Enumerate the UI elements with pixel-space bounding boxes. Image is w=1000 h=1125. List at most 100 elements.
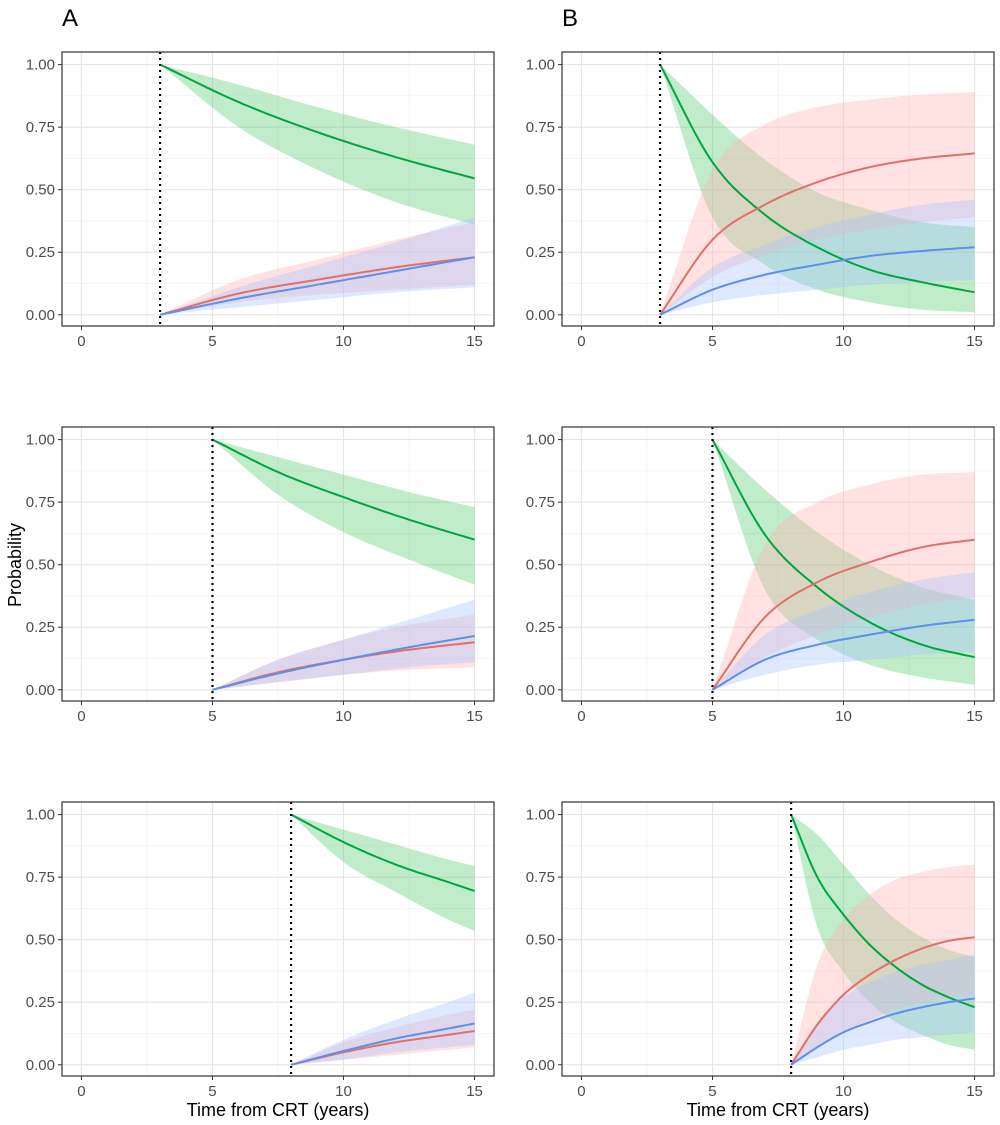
panel-b2-line-green <box>711 439 975 659</box>
panel-a2-y-tick-label: 0.25 <box>26 619 55 636</box>
panel-a2-data-layer <box>212 438 475 691</box>
panel-a3-band-green <box>291 814 475 931</box>
panel-b2-line-red <box>711 538 975 691</box>
panel-b3-x-tick-label: 0 <box>577 1083 585 1100</box>
panel-b2-x-tick-label: 10 <box>835 708 852 725</box>
x-axis-title-b: Time from CRT (years) <box>687 1100 870 1120</box>
panel-b2: 0 5 10 15 0.00 0.25 0.50 0.75 1.00 <box>526 426 995 725</box>
panel-b3-data-layer <box>790 814 975 1066</box>
panel-a2-band-red <box>212 614 475 690</box>
panel-b1-y-tick-label: 0.25 <box>526 244 555 261</box>
panel-a1-line-blue <box>159 256 475 316</box>
panel-a3-data-layer <box>290 813 475 1066</box>
panel-b1-line-green <box>659 64 975 294</box>
panel-a1: 0 5 10 15 0.00 0.25 0.50 0.75 1.00 <box>26 51 495 350</box>
panel-a1-line-red <box>159 256 475 316</box>
panel-a3-line-green <box>290 813 475 892</box>
panel-b1-border <box>561 51 995 327</box>
panel-a3-y-tick-label: 0.00 <box>26 1057 55 1074</box>
panel-b3-x-tick-label: 5 <box>708 1083 716 1100</box>
panel-b2-line-blue <box>711 618 975 691</box>
panel-a1-y-tick-label: 0.50 <box>26 182 55 199</box>
panel-b2-band-blue <box>712 572 975 690</box>
panel-a1-x-tick-label: 15 <box>466 333 483 350</box>
panel-a1-data-layer <box>159 63 475 316</box>
panel-b2-y-tick-label: 0.50 <box>526 557 555 574</box>
panel-b1-band-red <box>660 92 975 315</box>
panel-a2-y-tick-label: 0.00 <box>26 682 55 699</box>
panel-b1-y-tick-label: 0.75 <box>526 119 555 136</box>
panel-b1-x-tick-label: 0 <box>577 333 585 350</box>
column-label-b: B <box>562 5 578 32</box>
panel-a1-x-tick-label: 0 <box>77 333 85 350</box>
panel-a2-band-blue <box>212 599 475 690</box>
panel-a2-border <box>61 426 495 702</box>
panel-b1-y-tick-label: 0.00 <box>526 307 555 324</box>
panel-a3-y-tick-label: 0.50 <box>26 932 55 949</box>
panel-a1-y-tick-label: 0.25 <box>26 244 55 261</box>
panel-b1-line-blue <box>659 246 975 316</box>
panel-a3-y-tick-label: 0.75 <box>26 869 55 886</box>
panel-a1-y-tick-label: 1.00 <box>26 57 55 74</box>
panel-a1-band-blue <box>160 217 475 315</box>
panel-b1-line-red <box>659 152 975 316</box>
panel-a2-line-green <box>212 438 475 541</box>
panels-group: 0 5 10 15 0.00 0.25 0.50 0.75 1.00 0 5 10 15 0.00 0.25… <box>26 51 995 1100</box>
panel-b3-y-tick-label: 0.25 <box>526 994 555 1011</box>
panel-b3-y-tick-label: 0.00 <box>526 1057 555 1074</box>
panel-b3-y-tick-label: 0.50 <box>526 932 555 949</box>
panel-b1-x-tick-label: 15 <box>966 333 983 350</box>
panel-a2-x-tick-label: 10 <box>335 708 352 725</box>
panel-b3: 0 5 10 15 0.00 0.25 0.50 0.75 1.00 <box>526 801 995 1100</box>
panel-a3-border <box>61 801 495 1077</box>
panel-b2-band-green <box>712 439 975 685</box>
panel-a1-y-tick-label: 0.75 <box>26 119 55 136</box>
panel-b1-x-tick-label: 5 <box>708 333 716 350</box>
panel-a3-y-tick-label: 0.25 <box>26 994 55 1011</box>
panel-b1: 0 5 10 15 0.00 0.25 0.50 0.75 1.00 <box>526 51 995 350</box>
panel-a1-y-tick-label: 0.00 <box>26 307 55 324</box>
panel-a3-x-tick-label: 5 <box>208 1083 216 1100</box>
column-label-a: A <box>62 5 78 32</box>
panel-b3-x-tick-label: 10 <box>835 1083 852 1100</box>
panel-a2-y-tick-label: 1.00 <box>26 432 55 449</box>
panel-a3: 0 5 10 15 0.00 0.25 0.50 0.75 1.00 <box>26 801 495 1100</box>
panel-b3-y-tick-label: 1.00 <box>526 807 555 824</box>
panel-b3-border <box>561 801 995 1077</box>
panel-a3-line-blue <box>290 1022 475 1066</box>
panel-b3-line-blue <box>790 997 975 1066</box>
panel-b2-x-tick-label: 0 <box>577 708 585 725</box>
panel-a3-band-blue <box>291 992 475 1065</box>
panel-a1-x-tick-label: 10 <box>335 333 352 350</box>
panel-a2-line-blue <box>212 635 475 691</box>
panel-b3-band-red <box>791 864 975 1065</box>
panel-b3-band-blue <box>791 954 975 1065</box>
panel-a1-band-red <box>160 222 475 315</box>
panel-a3-x-tick-label: 0 <box>77 1083 85 1100</box>
panel-a3-y-tick-label: 1.00 <box>26 807 55 824</box>
panel-a2-x-tick-label: 0 <box>77 708 85 725</box>
panel-b2-y-tick-label: 0.25 <box>526 619 555 636</box>
panel-b2-y-tick-label: 0.75 <box>526 494 555 511</box>
panel-b2-x-tick-label: 5 <box>708 708 716 725</box>
panel-b2-band-red <box>712 472 975 690</box>
panel-a2-x-tick-label: 15 <box>466 708 483 725</box>
panel-b3-band-green <box>791 814 975 1050</box>
panel-b3-y-tick-label: 0.75 <box>526 869 555 886</box>
panel-a3-x-tick-label: 10 <box>335 1083 352 1100</box>
panel-a2-band-green <box>212 439 475 585</box>
panel-a3-x-tick-label: 15 <box>466 1083 483 1100</box>
panel-b2-data-layer <box>711 439 975 691</box>
panel-b3-x-tick-label: 15 <box>966 1083 983 1100</box>
panel-a3-band-red <box>291 1009 475 1065</box>
panel-b2-border <box>561 426 995 702</box>
panel-b1-y-tick-label: 1.00 <box>526 57 555 74</box>
x-axis-title-a: Time from CRT (years) <box>187 1100 370 1120</box>
panel-a2-x-tick-label: 5 <box>208 708 216 725</box>
panel-a1-x-tick-label: 5 <box>208 333 216 350</box>
panel-b2-y-tick-label: 1.00 <box>526 432 555 449</box>
panel-b1-data-layer <box>659 64 975 316</box>
panel-b2-y-tick-label: 0.00 <box>526 682 555 699</box>
panel-a2-y-tick-label: 0.75 <box>26 494 55 511</box>
